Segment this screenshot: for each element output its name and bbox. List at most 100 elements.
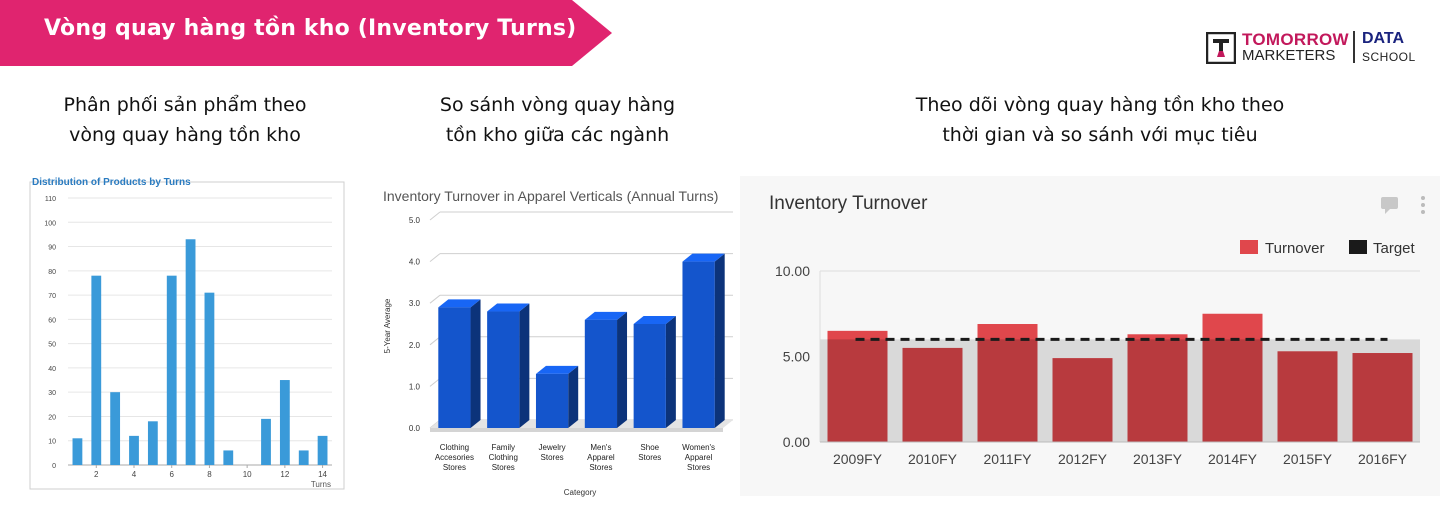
y-tick-label: 3.0 bbox=[409, 299, 421, 308]
bar bbox=[633, 324, 666, 428]
y-tick-label: 0.00 bbox=[783, 434, 810, 450]
x-tick-label: 4 bbox=[132, 470, 137, 479]
x-tick-label: Apparel bbox=[685, 453, 713, 462]
bar bbox=[682, 261, 715, 428]
banner-background bbox=[0, 0, 612, 66]
logo-line-4: SCHOOL bbox=[1362, 50, 1416, 64]
bar bbox=[204, 292, 215, 465]
y-tick-label: 10.00 bbox=[775, 263, 810, 279]
y-tick-label: 1.0 bbox=[409, 382, 421, 391]
bar-top bbox=[633, 316, 676, 324]
bar-side bbox=[714, 253, 725, 428]
y-tick-label: 20 bbox=[48, 414, 56, 421]
y-tick-label: 80 bbox=[48, 269, 56, 276]
banner-title: Vòng quay hàng tồn kho (Inventory Turns) bbox=[44, 16, 577, 41]
bar bbox=[535, 373, 569, 428]
caption-right: Theo dõi vòng quay hàng tồn kho theo thờ… bbox=[860, 90, 1340, 150]
y-tick-label: 40 bbox=[48, 366, 56, 373]
x-tick-label: 12 bbox=[280, 470, 289, 479]
bar-side bbox=[617, 311, 628, 428]
gridline-side bbox=[429, 253, 441, 262]
y-axis-label: 5-Year Average bbox=[383, 298, 392, 353]
bar bbox=[147, 421, 158, 465]
bar bbox=[129, 435, 139, 465]
bar-top bbox=[584, 311, 628, 320]
banner-arrow-shape bbox=[0, 0, 612, 66]
bar-overlap bbox=[1127, 339, 1188, 442]
tomorrow-marketers-logo: TOMORROW MARKETERS DATA SCHOOL bbox=[1206, 30, 1426, 70]
bar bbox=[91, 275, 102, 465]
more-options-icon[interactable] bbox=[1421, 196, 1425, 214]
y-tick-label: 10 bbox=[48, 439, 56, 446]
x-tick-label: 8 bbox=[207, 470, 212, 479]
x-tick-label: 2009FY bbox=[833, 451, 883, 467]
bar bbox=[317, 435, 328, 465]
x-tick-label: Clothing bbox=[489, 453, 518, 462]
y-tick-label: 70 bbox=[48, 293, 56, 300]
bar bbox=[487, 311, 520, 428]
y-tick-label: 110 bbox=[45, 196, 56, 203]
bar-top bbox=[487, 303, 530, 312]
bar-overlap bbox=[1352, 353, 1413, 442]
caption-left-line-2: vòng quay hàng tồn kho bbox=[69, 124, 301, 146]
x-tick-label: Women's bbox=[682, 443, 715, 452]
inventory-turnover-chart: Inventory Turnover Turnover Target 0.00 5… bbox=[740, 176, 1440, 496]
bar-top bbox=[535, 365, 579, 374]
caption-middle: So sánh vòng quay hàng tồn kho giữa các … bbox=[400, 90, 715, 150]
x-tick-label: Family bbox=[491, 443, 515, 452]
caption-right-line-1: Theo dõi vòng quay hàng tồn kho theo bbox=[915, 94, 1285, 116]
y-tick-label: 50 bbox=[48, 342, 56, 349]
bar bbox=[110, 392, 121, 465]
bar-side bbox=[470, 299, 481, 428]
x-tick-label: 2 bbox=[94, 470, 99, 479]
caption-left: Phân phối sản phẩm theo vòng quay hàng t… bbox=[30, 90, 340, 150]
caption-left-line-1: Phân phối sản phẩm theo bbox=[63, 94, 307, 116]
bar bbox=[279, 380, 290, 465]
y-tick-label: 4.0 bbox=[409, 258, 421, 267]
logo-separator bbox=[1353, 31, 1355, 63]
y-tick-label: 0.0 bbox=[409, 424, 421, 433]
x-tick-label: Stores bbox=[541, 453, 564, 462]
distribution-chart: Distribution of Products by Turns Turns … bbox=[29, 177, 345, 490]
x-tick-label: 2010FY bbox=[908, 451, 958, 467]
bar-overlap bbox=[1052, 358, 1113, 442]
bar bbox=[223, 450, 234, 465]
x-tick-label: 6 bbox=[169, 470, 174, 479]
x-tick-label: Clothing bbox=[440, 443, 469, 452]
x-tick-label: Shoe bbox=[640, 443, 659, 452]
x-tick-label: 2016FY bbox=[1358, 451, 1408, 467]
chart-floor-edge bbox=[430, 428, 723, 432]
y-tick-label: 5.0 bbox=[409, 216, 421, 225]
x-tick-label: 2013FY bbox=[1133, 451, 1183, 467]
bar-overlap bbox=[902, 347, 963, 442]
x-tick-label: 2014FY bbox=[1208, 451, 1258, 467]
bar-overlap bbox=[827, 339, 888, 442]
comment-icon[interactable] bbox=[1381, 197, 1398, 214]
x-tick-label: 2012FY bbox=[1058, 451, 1108, 467]
x-tick-label: Stores bbox=[638, 453, 661, 462]
caption-right-line-2: thời gian và so sánh với mục tiêu bbox=[942, 124, 1258, 146]
x-tick-label: 14 bbox=[318, 470, 327, 479]
bar bbox=[72, 438, 83, 465]
bar bbox=[261, 418, 271, 465]
caption-middle-line-1: So sánh vòng quay hàng bbox=[439, 94, 676, 116]
bar-overlap bbox=[977, 339, 1038, 442]
legend-label-target: Target bbox=[1373, 240, 1416, 257]
legend-swatch-turnover bbox=[1240, 240, 1258, 254]
logo-line-2: MARKETERS bbox=[1242, 47, 1336, 64]
x-tick-label: Jewelry bbox=[539, 443, 566, 452]
legend-label-turnover: Turnover bbox=[1265, 240, 1324, 257]
x-axis-label: Category bbox=[564, 488, 596, 497]
bar-side bbox=[519, 303, 530, 428]
y-tick-label: 2.0 bbox=[409, 341, 421, 350]
bar-overlap bbox=[1277, 351, 1338, 442]
y-tick-label: 90 bbox=[48, 245, 56, 252]
bar-top bbox=[682, 253, 725, 262]
chart-title: Inventory Turnover bbox=[769, 193, 928, 214]
bar bbox=[584, 319, 618, 428]
bar-side bbox=[568, 365, 579, 428]
bar bbox=[438, 307, 471, 428]
legend-swatch-target bbox=[1349, 240, 1367, 254]
x-tick-label: Men's bbox=[590, 443, 611, 452]
y-tick-label: 0 bbox=[52, 463, 56, 470]
